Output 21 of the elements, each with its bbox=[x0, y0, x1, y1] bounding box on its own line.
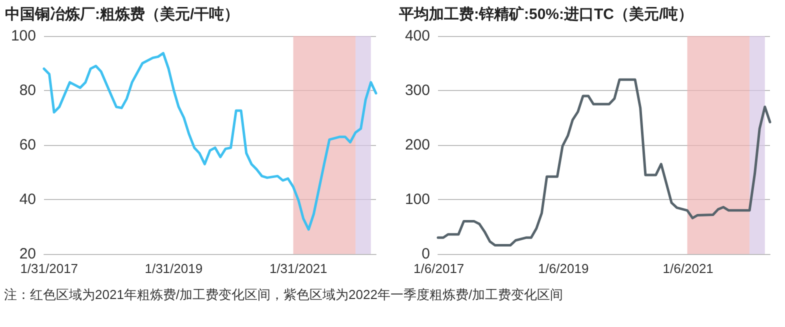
x-tick-label: 1/31/2021 bbox=[269, 261, 328, 276]
y-tick-label: 0 bbox=[422, 246, 430, 262]
y-tick-label: 200 bbox=[404, 136, 430, 154]
text: 注：红色区域为2021年粗炼费/加工费变化区间，紫色区域为2022年一季度粗炼费/加工费变化区间 bbox=[4, 286, 564, 304]
y-tick-label: 100 bbox=[404, 191, 430, 208]
x-tick-label: 1/31/2017 bbox=[20, 261, 78, 276]
x-tick-label: 1/6/2021 bbox=[662, 261, 714, 276]
line-series bbox=[42, 52, 378, 231]
y-tick-label: 20 bbox=[19, 246, 36, 262]
y-tick-label: 80 bbox=[19, 82, 36, 99]
x-tick-label: 1/6/2019 bbox=[538, 261, 589, 276]
x-tick-label: 1/6/2017 bbox=[414, 261, 464, 276]
y-tick-label: 300 bbox=[404, 82, 430, 99]
y-tick-label: 60 bbox=[19, 136, 36, 154]
y-tick-label: 100 bbox=[10, 28, 36, 44]
chart-title: 平均加工费:锌精矿:50%:进口TC（美元/吨） bbox=[398, 5, 694, 23]
x-tick-label: 1/31/2019 bbox=[144, 261, 203, 276]
y-tick-label: 400 bbox=[404, 28, 430, 44]
y-tick-label: 40 bbox=[19, 191, 36, 208]
line-series bbox=[436, 78, 772, 247]
chart-title: 中国铜冶炼厂:粗炼费（美元/干吨） bbox=[5, 5, 240, 23]
